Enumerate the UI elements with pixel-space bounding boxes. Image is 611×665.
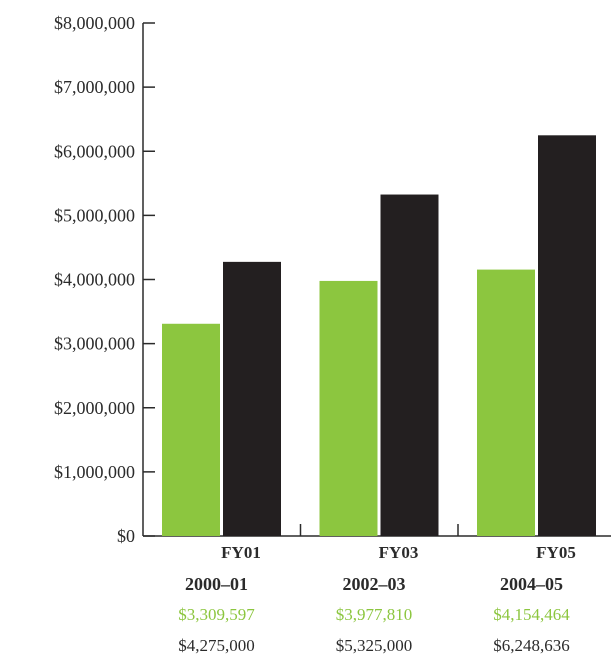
bars	[162, 135, 596, 537]
value-label-series-1: $4,154,464	[493, 605, 570, 624]
bar-series-2-fy01	[223, 261, 281, 536]
y-tick-label: $0	[117, 526, 135, 546]
y-axis: $0 $1,000,000 $2,000,000 $3,000,000 $4,000,0…	[54, 13, 155, 546]
value-label-series-2: $4,275,000	[178, 636, 255, 655]
y-tick-label: $8,000,000	[54, 13, 135, 33]
bar-series-1-fy05	[477, 269, 535, 536]
value-label-series-2: $6,248,636	[493, 636, 570, 655]
category-year-label: 2002–03	[343, 574, 406, 594]
bar-series-1-fy03	[319, 280, 378, 536]
y-tick-label: $4,000,000	[54, 270, 135, 290]
category-fy-label: FY01	[221, 543, 261, 562]
y-tick-label: $5,000,000	[54, 205, 135, 225]
bar-series-2-fy03	[380, 194, 439, 537]
category-fy-label: FY03	[379, 543, 419, 562]
y-tick-label: $2,000,000	[54, 398, 135, 418]
bar-series-1-fy01	[162, 323, 220, 536]
value-label-series-1: $3,309,597	[178, 605, 255, 624]
category-year-label: 2004–05	[500, 574, 563, 594]
value-label-series-1: $3,977,810	[336, 605, 413, 624]
y-tick-label: $6,000,000	[54, 141, 135, 161]
y-tick-label: $1,000,000	[54, 462, 135, 482]
bar-series-2-fy05	[538, 135, 596, 536]
y-tick-label: $7,000,000	[54, 77, 135, 97]
category-fy-label: FY05	[536, 543, 576, 562]
y-tick-label: $3,000,000	[54, 334, 135, 354]
category-labels: FY01 2000–01 $3,309,597 $4,275,000 FY03 2002–…	[178, 543, 576, 655]
value-label-series-2: $5,325,000	[336, 636, 413, 655]
category-year-label: 2000–01	[185, 574, 248, 594]
